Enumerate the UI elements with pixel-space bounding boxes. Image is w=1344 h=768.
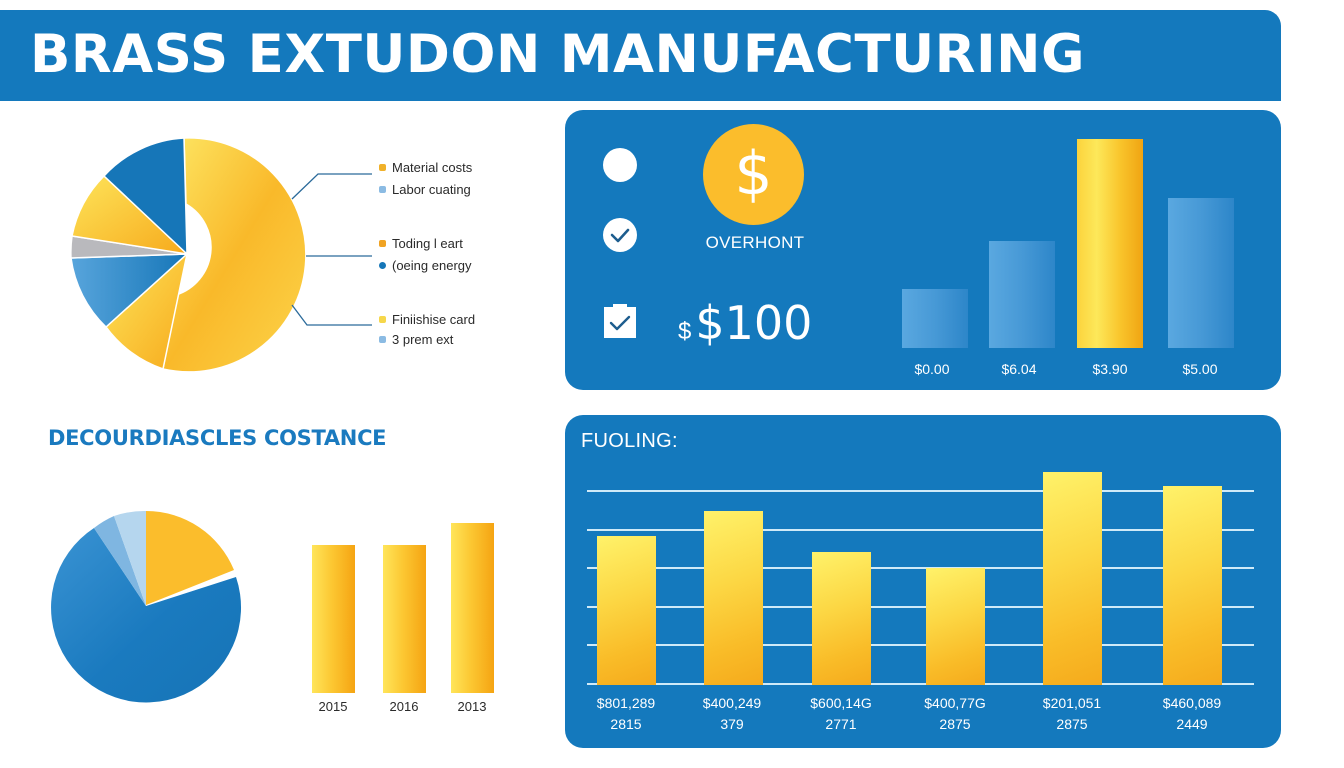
fueling-value: $400,77G: [924, 695, 986, 711]
pie-slice-light-blue: [114, 510, 146, 606]
legend-item-labor: Labor cuating: [379, 182, 471, 197]
fueling-panel: [565, 415, 1281, 748]
amount-value: $100: [695, 296, 813, 350]
pie-slice-blue: [51, 528, 242, 703]
legend-item-material-costs: Material costs: [379, 160, 472, 175]
gridline: [587, 529, 1254, 531]
gridline-baseline: [587, 683, 1254, 685]
fueling-value: $801,289: [596, 695, 656, 711]
cost-donut-chart: [70, 137, 372, 373]
donut-slice-material: [162, 137, 307, 373]
bar-label-2015: 2015: [318, 699, 348, 714]
overhead-amount: $ $100: [678, 296, 812, 350]
header-banner: BRASS EXTUDON MANUFACTURING: [0, 10, 1281, 101]
legend-item-tooling: Toding l eart: [379, 236, 463, 251]
fueling-value: $460,089: [1162, 695, 1222, 711]
bar-label-2013: 2013: [457, 699, 487, 714]
section-title-costance: DECOURDIASCLES COSTANCE: [48, 426, 387, 450]
page-title: BRASS EXTUDON MANUFACTURING: [30, 24, 1086, 85]
dollar-coin-icon: $: [703, 124, 804, 225]
gridline: [587, 490, 1254, 492]
legend-swatch: [379, 262, 386, 269]
check-circle-icon: [603, 218, 637, 252]
overhead-bar-label: $6.04: [1001, 361, 1037, 377]
circle-icon: [603, 148, 637, 182]
donut-slice-blue-top: [102, 137, 188, 256]
fueling-value: $201,051: [1042, 695, 1102, 711]
bar-2015: [312, 545, 355, 693]
overhead-bar-label: $0.00: [914, 361, 950, 377]
gridline: [587, 567, 1254, 569]
overhead-bar-1: [902, 289, 968, 348]
fueling-value: $400,249: [702, 695, 762, 711]
bar-2016: [383, 545, 426, 693]
bar-label-2016: 2016: [389, 699, 419, 714]
legend-swatch: [379, 186, 386, 193]
fueling-sub: 2815: [610, 716, 642, 732]
overhead-label: OVERHONT: [705, 233, 805, 252]
legend-swatch: [379, 240, 386, 247]
fueling-bar-2: [704, 511, 763, 685]
fueling-sub: 2875: [939, 716, 971, 732]
overhead-bar-label: $5.00: [1182, 361, 1218, 377]
costance-pie-chart: [51, 510, 242, 703]
clipboard-check-icon: [603, 303, 637, 339]
legend-swatch: [379, 336, 386, 343]
fueling-sub: 2875: [1056, 716, 1088, 732]
donut-slice-blue-left: [70, 253, 190, 329]
fueling-sub: 2449: [1176, 716, 1208, 732]
fueling-bar-3: [812, 552, 871, 685]
leader-line-1: [291, 173, 372, 200]
fueling-bar-1: [597, 536, 656, 685]
legend-item-prem-ext: 3 prem ext: [379, 332, 453, 347]
legend-item-energy: (oeing energy: [379, 258, 472, 273]
pie-slice-mid-blue: [94, 516, 146, 606]
legend-label: 3 prem ext: [392, 332, 454, 347]
legend-label: Finiishise card: [392, 312, 476, 327]
legend-swatch: [379, 316, 386, 323]
legend-label: Toding l eart: [392, 236, 463, 251]
overhead-bar-label: $3.90: [1092, 361, 1128, 377]
fueling-bar-4: [926, 568, 985, 685]
overhead-bar-3-highlight: [1077, 139, 1143, 348]
legend-label: Material costs: [392, 160, 473, 175]
fueling-sub: 379: [720, 716, 744, 732]
legend-label: (oeing energy: [392, 258, 472, 273]
fueling-bar-6: [1163, 486, 1222, 685]
overhead-bar-4: [1168, 198, 1234, 348]
fueling-value: $600,14G: [810, 695, 872, 711]
overhead-bar-2: [989, 241, 1055, 348]
fueling-title: FUOLING:: [581, 430, 678, 452]
legend-label: Labor cuating: [392, 182, 471, 197]
gridline: [587, 606, 1254, 608]
fueling-sub: 2771: [825, 716, 857, 732]
amount-prefix: $: [678, 318, 692, 345]
bar-2013: [451, 523, 494, 693]
pie-slice-gold: [146, 510, 234, 605]
leader-line-3: [291, 304, 372, 326]
legend-swatch: [379, 164, 386, 171]
legend-item-finishing: Finiishise card: [379, 312, 475, 327]
gridline: [587, 644, 1254, 646]
fueling-bar-5: [1043, 472, 1102, 685]
